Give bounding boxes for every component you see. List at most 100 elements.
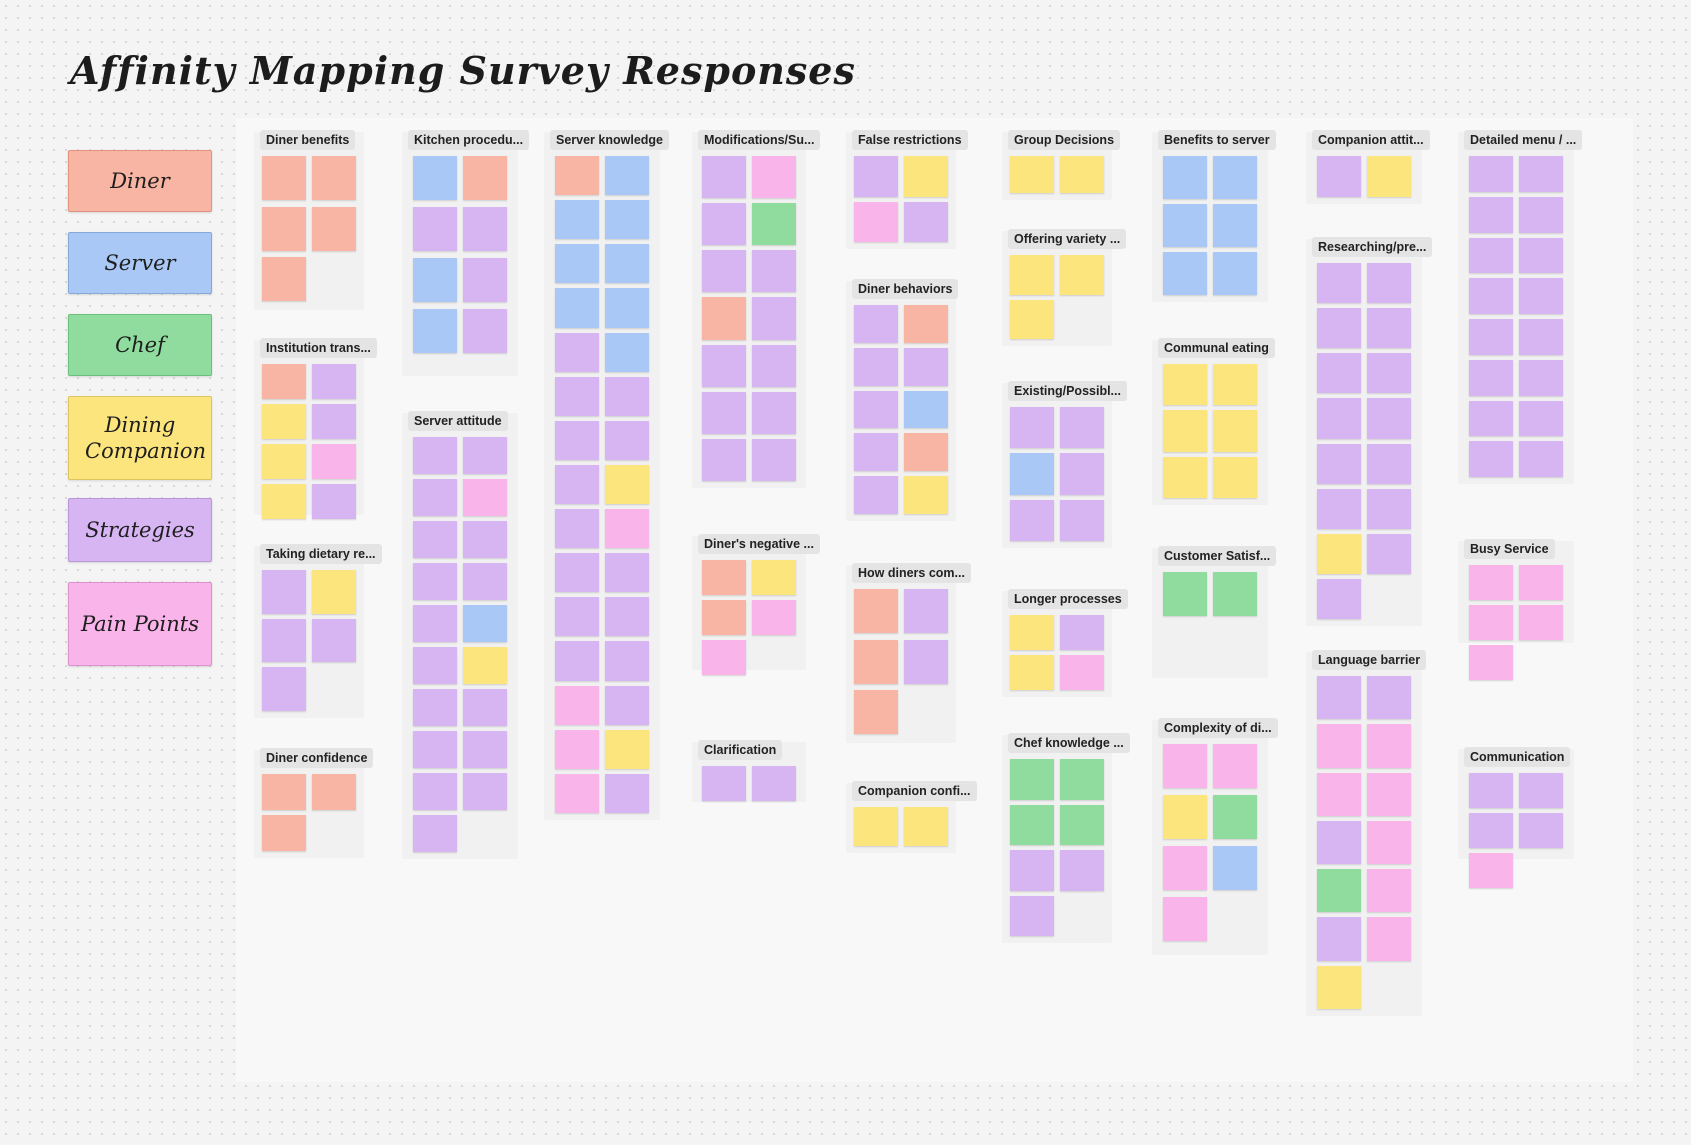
sticky-note[interactable] (702, 250, 746, 293)
sticky-note[interactable] (1213, 795, 1257, 839)
sticky-note[interactable] (312, 404, 356, 439)
legend-strategies[interactable]: Strategies (68, 498, 212, 562)
sticky-note[interactable] (463, 479, 507, 516)
sticky-note[interactable] (1317, 820, 1361, 865)
sticky-note[interactable] (854, 201, 898, 242)
sticky-note[interactable] (1519, 359, 1563, 396)
sticky-note[interactable] (1367, 772, 1411, 816)
sticky-note[interactable] (1060, 156, 1104, 193)
sticky-note[interactable] (1060, 804, 1104, 845)
sticky-note[interactable] (413, 309, 457, 353)
sticky-note[interactable] (854, 390, 898, 429)
sticky-note[interactable] (1519, 813, 1563, 848)
cluster[interactable]: Diner confidence (254, 748, 374, 858)
sticky-note[interactable] (854, 156, 898, 197)
sticky-note[interactable] (1163, 456, 1207, 498)
sticky-note[interactable] (605, 597, 649, 637)
sticky-note[interactable] (605, 288, 649, 328)
sticky-note[interactable] (555, 729, 599, 769)
sticky-note[interactable] (463, 309, 507, 353)
sticky-note[interactable] (605, 200, 649, 240)
sticky-note[interactable] (1469, 605, 1513, 640)
sticky-note[interactable] (413, 773, 457, 810)
sticky-note[interactable] (1367, 533, 1411, 574)
sticky-note[interactable] (262, 257, 306, 302)
sticky-note[interactable] (1317, 676, 1361, 720)
sticky-note[interactable] (413, 731, 457, 768)
sticky-note[interactable] (413, 207, 457, 251)
sticky-note[interactable] (1163, 252, 1207, 295)
sticky-note[interactable] (555, 288, 599, 328)
sticky-note[interactable] (1010, 407, 1054, 449)
cluster[interactable]: Diner behaviors (846, 279, 959, 521)
sticky-note[interactable] (854, 476, 898, 514)
sticky-note[interactable] (1010, 895, 1054, 936)
sticky-note[interactable] (854, 807, 898, 846)
sticky-note[interactable] (1213, 204, 1257, 247)
sticky-note[interactable] (1010, 615, 1054, 650)
legend-diner[interactable]: Diner (68, 150, 212, 212)
legend-chef[interactable]: Chef (68, 314, 212, 376)
sticky-note[interactable] (1060, 759, 1104, 800)
sticky-note[interactable] (262, 364, 306, 399)
sticky-note[interactable] (312, 570, 356, 614)
sticky-note[interactable] (605, 641, 649, 681)
sticky-note[interactable] (1519, 278, 1563, 314)
cluster[interactable]: Longer processes (1002, 589, 1128, 697)
sticky-note[interactable] (1163, 744, 1207, 788)
sticky-note[interactable] (1469, 278, 1513, 314)
sticky-note[interactable] (1010, 804, 1054, 845)
sticky-note[interactable] (605, 729, 649, 769)
cluster[interactable]: Kitchen procedu... (402, 130, 530, 376)
sticky-note[interactable] (1317, 533, 1361, 574)
sticky-note[interactable] (1060, 655, 1104, 690)
sticky-note[interactable] (1163, 204, 1207, 247)
sticky-note[interactable] (752, 344, 796, 387)
sticky-note[interactable] (752, 600, 796, 635)
sticky-note[interactable] (752, 766, 796, 801)
sticky-note[interactable] (605, 244, 649, 284)
sticky-note[interactable] (1317, 869, 1361, 913)
sticky-note[interactable] (262, 618, 306, 663)
sticky-note[interactable] (1317, 772, 1361, 816)
cluster[interactable]: Modifications/Su... (692, 130, 821, 488)
sticky-note[interactable] (1469, 773, 1513, 808)
sticky-note[interactable] (555, 244, 599, 284)
sticky-note[interactable] (312, 444, 356, 479)
sticky-note[interactable] (702, 640, 746, 675)
sticky-note[interactable] (854, 639, 898, 684)
sticky-note[interactable] (1213, 364, 1257, 406)
sticky-note[interactable] (1519, 319, 1563, 355)
sticky-note[interactable] (702, 391, 746, 434)
sticky-note[interactable] (413, 479, 457, 516)
sticky-note[interactable] (1010, 850, 1054, 891)
cluster[interactable]: Institution trans... (254, 338, 377, 519)
cluster[interactable]: Benefits to server (1152, 130, 1276, 302)
sticky-note[interactable] (854, 305, 898, 343)
sticky-note[interactable] (1060, 255, 1104, 295)
sticky-note[interactable] (312, 618, 356, 663)
sticky-note[interactable] (413, 815, 457, 852)
sticky-note[interactable] (1317, 263, 1361, 304)
sticky-note[interactable] (1469, 813, 1513, 848)
sticky-note[interactable] (752, 203, 796, 246)
sticky-note[interactable] (904, 639, 948, 684)
sticky-note[interactable] (555, 200, 599, 240)
sticky-note[interactable] (262, 667, 306, 711)
sticky-note[interactable] (854, 347, 898, 386)
sticky-note[interactable] (702, 156, 746, 199)
sticky-note[interactable] (1060, 499, 1104, 541)
cluster[interactable]: Detailed menu / ... (1458, 130, 1583, 484)
sticky-note[interactable] (413, 156, 457, 200)
sticky-note[interactable] (1163, 795, 1207, 839)
sticky-note[interactable] (605, 420, 649, 460)
sticky-note[interactable] (1519, 565, 1563, 600)
cluster[interactable]: Clarification (692, 740, 806, 802)
sticky-note[interactable] (463, 773, 507, 810)
sticky-note[interactable] (752, 297, 796, 340)
sticky-note[interactable] (904, 347, 948, 386)
sticky-note[interactable] (1010, 759, 1054, 800)
sticky-note[interactable] (1367, 869, 1411, 913)
sticky-note[interactable] (262, 206, 306, 251)
sticky-note[interactable] (605, 553, 649, 593)
